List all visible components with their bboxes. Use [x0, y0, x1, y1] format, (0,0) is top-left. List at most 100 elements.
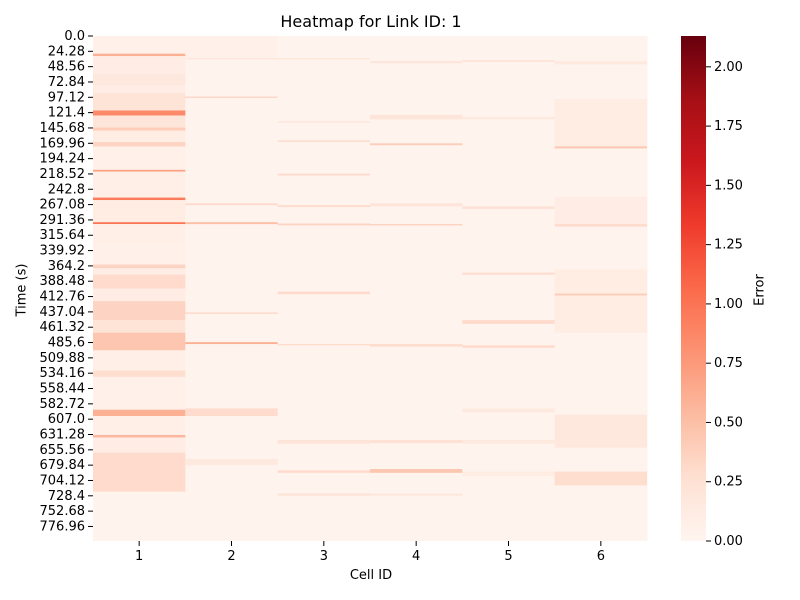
heatmap-cell	[93, 36, 186, 54]
heatmap-cell	[93, 222, 186, 225]
heatmap-cell	[462, 59, 555, 62]
y-tick-label: 485.6	[48, 336, 85, 351]
colorbar-label: Error	[752, 274, 768, 306]
y-tick-label: 267.08	[40, 198, 86, 213]
heatmap-cell	[277, 121, 370, 123]
y-tick-label: 388.48	[40, 274, 86, 289]
heatmap-cell	[93, 197, 186, 201]
heatmap-cell	[93, 274, 186, 289]
heatmap-cell	[93, 320, 186, 333]
heatmap-cell	[370, 114, 463, 120]
heatmap-cell	[93, 491, 186, 541]
heatmap-cell	[277, 140, 370, 143]
heatmap-cell	[93, 437, 186, 453]
heatmap-cell	[93, 288, 186, 302]
y-tick-label: 582.72	[40, 397, 86, 412]
heatmap-cell	[93, 56, 186, 74]
heatmap-cell	[93, 350, 186, 371]
x-axis-label: Cell ID	[349, 568, 393, 583]
y-tick-label: 24.28	[48, 44, 85, 59]
y-tick-label: 752.68	[40, 504, 86, 519]
heatmap-cell	[554, 269, 647, 333]
heatmap-cell	[93, 110, 186, 116]
heatmap-cell	[185, 408, 278, 417]
heatmap-cell	[462, 440, 555, 444]
x-tick-label: 6	[597, 549, 605, 564]
chart-title: Heatmap for Link ID: 1	[280, 12, 462, 31]
heatmap-cell	[93, 452, 186, 492]
heatmap-cell	[93, 224, 186, 245]
y-tick-label: 291.36	[40, 213, 86, 228]
y-tick-label: 679.84	[40, 458, 86, 473]
heatmap-cell	[93, 264, 186, 269]
y-tick-label: 364.2	[48, 259, 85, 274]
y-tick-label: 72.84	[48, 75, 85, 90]
heatmap-cell	[370, 143, 463, 146]
heatmap-cell	[185, 312, 278, 314]
heatmap-cell	[93, 146, 186, 170]
y-tick-label: 704.12	[40, 473, 86, 488]
heatmap-cell	[93, 115, 186, 128]
x-tick-label: 5	[504, 549, 512, 564]
heatmap-cell	[93, 244, 186, 265]
heatmap-column-5	[462, 36, 556, 541]
heatmap-cell	[554, 99, 647, 149]
heatmap-cell	[185, 96, 278, 98]
y-tick-label: 534.16	[40, 366, 86, 381]
y-axis-label: Time (s)	[14, 263, 30, 317]
x-tick-label: 1	[135, 549, 143, 564]
colorbar-tick-label: 0.00	[714, 534, 743, 549]
heatmap-cell	[93, 416, 186, 435]
y-tick-label: 631.28	[40, 427, 86, 442]
heatmap-cell	[93, 434, 186, 438]
y-tick-label: 655.56	[40, 443, 86, 458]
colorbar-tick-label: 0.25	[714, 475, 743, 490]
heatmap-cell	[93, 200, 186, 223]
heatmap-column-2	[185, 36, 279, 541]
y-tick-label: 218.52	[40, 167, 86, 182]
colorbar-axis: 0.00 0.25 0.50 0.75 1.00 1.25 1.50 1.75 2.00	[706, 60, 743, 549]
heatmap-column-4	[370, 36, 463, 541]
heatmap-cell	[370, 61, 463, 64]
heatmap-cell	[554, 293, 647, 296]
colorbar-tick-label: 2.00	[714, 60, 743, 75]
y-tick-label: 509.88	[40, 351, 86, 366]
heatmap-cell	[185, 458, 278, 466]
heatmap-cell	[185, 36, 278, 59]
heatmap-cell	[462, 408, 555, 413]
colorbar-tick-label: 0.50	[714, 415, 743, 430]
x-axis: 1 2 3 4 5 6	[135, 541, 605, 564]
heatmap-cell	[277, 344, 370, 346]
y-tick-label: 97.12	[48, 90, 85, 105]
y-tick-label: 169.96	[40, 136, 86, 151]
y-tick-label: 194.24	[40, 152, 86, 167]
heatmap-cell	[277, 173, 370, 176]
heatmap-cell	[370, 224, 463, 226]
y-tick-label: 558.44	[40, 382, 86, 397]
y-tick-label: 121.4	[48, 106, 85, 121]
y-tick-label: 315.64	[40, 228, 86, 243]
heatmap-cell	[277, 493, 370, 496]
y-tick-label: 728.4	[48, 489, 85, 504]
heatmap-cell	[277, 205, 370, 208]
y-tick-label: 776.96	[40, 519, 86, 534]
heatmap-cell	[462, 272, 555, 275]
heatmap-cell	[370, 203, 463, 207]
heatmap-cell	[462, 320, 555, 324]
y-tick-label: 412.76	[40, 290, 86, 305]
x-tick-label: 4	[412, 549, 420, 564]
heatmap-cell	[185, 342, 278, 345]
heatmap-cell	[554, 61, 647, 65]
heatmap-cells	[93, 36, 648, 541]
heatmap-cell	[93, 370, 186, 377]
heatmap-cell	[554, 471, 647, 486]
heatmap-cell	[554, 146, 647, 149]
heatmap-cell	[93, 73, 186, 86]
heatmap-cell	[370, 493, 463, 496]
heatmap-cell	[93, 171, 186, 198]
y-axis: 0.024.2848.5672.8497.12121.4145.68169.96…	[40, 29, 93, 534]
heatmap-cell	[554, 414, 647, 448]
heatmap-cell	[93, 332, 186, 351]
heatmap-cell	[554, 196, 647, 226]
